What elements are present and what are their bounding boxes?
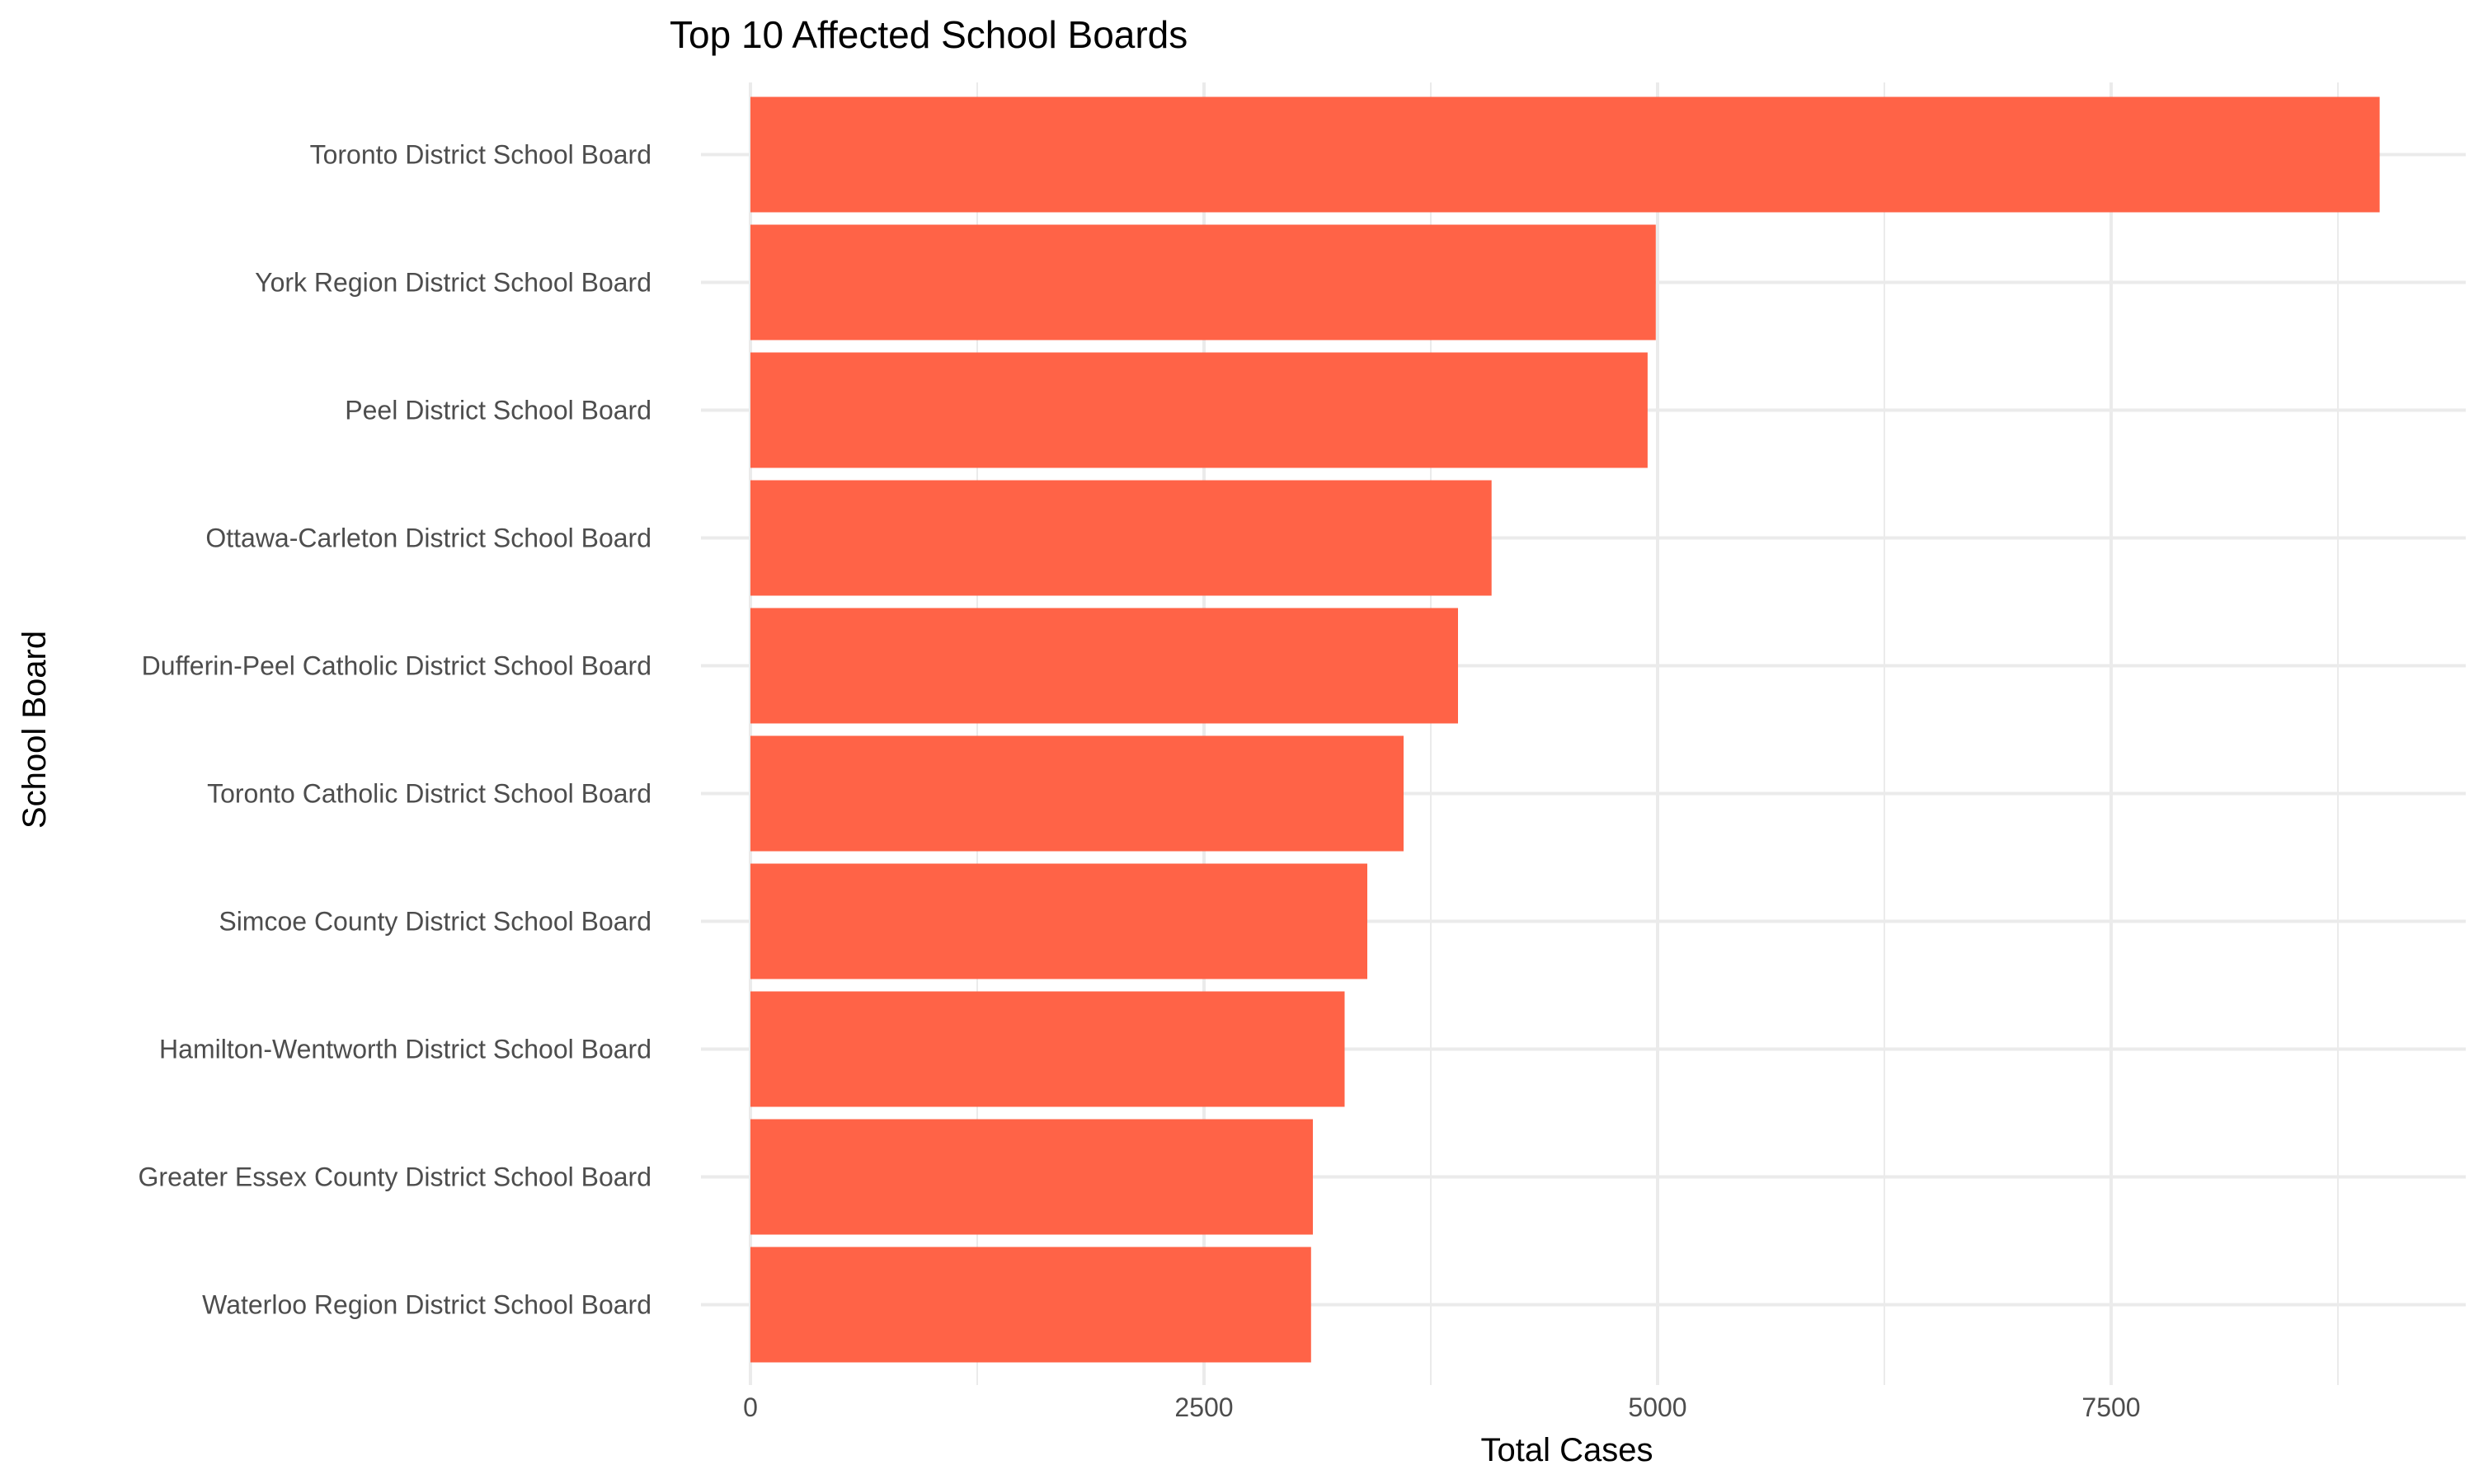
bar xyxy=(750,96,2380,213)
x-tick-label: 0 xyxy=(743,1392,758,1422)
y-axis-tick-labels: Toronto District School Board York Region… xyxy=(139,140,651,1320)
x-axis-tick-labels: 0 2500 5000 7500 xyxy=(743,1392,2140,1422)
bar xyxy=(750,991,1345,1107)
bar xyxy=(750,608,1458,724)
y-tick-label: Toronto District School Board xyxy=(310,140,651,170)
y-tick-label: Ottawa-Carleton District School Board xyxy=(205,524,651,553)
y-tick-label: Toronto Catholic District School Board xyxy=(207,779,651,809)
bar xyxy=(750,352,1648,468)
bar xyxy=(750,735,1404,852)
bar xyxy=(750,1247,1311,1363)
y-tick-label: Peel District School Board xyxy=(345,396,651,425)
y-tick-label: Simcoe County District School Board xyxy=(219,907,651,937)
x-tick-label: 5000 xyxy=(1628,1392,1686,1422)
bar xyxy=(750,863,1367,979)
bar xyxy=(750,480,1492,596)
y-tick-label: Waterloo Region District School Board xyxy=(202,1290,651,1320)
bar xyxy=(750,224,1656,340)
y-tick-label: Dufferin-Peel Catholic District School B… xyxy=(142,651,651,681)
chart-title: Top 10 Affected School Boards xyxy=(670,13,1188,56)
y-tick-label: Greater Essex County District School Boa… xyxy=(139,1162,651,1192)
bars xyxy=(750,96,2380,1363)
bar xyxy=(750,1119,1313,1235)
y-axis-title: School Board xyxy=(16,631,53,829)
y-tick-label: York Region District School Board xyxy=(255,268,651,298)
y-tick-label: Hamilton-Wentworth District School Board xyxy=(159,1035,651,1064)
x-axis-title: Total Cases xyxy=(1481,1432,1653,1468)
x-tick-label: 2500 xyxy=(1174,1392,1233,1422)
x-tick-label: 7500 xyxy=(2081,1392,2140,1422)
